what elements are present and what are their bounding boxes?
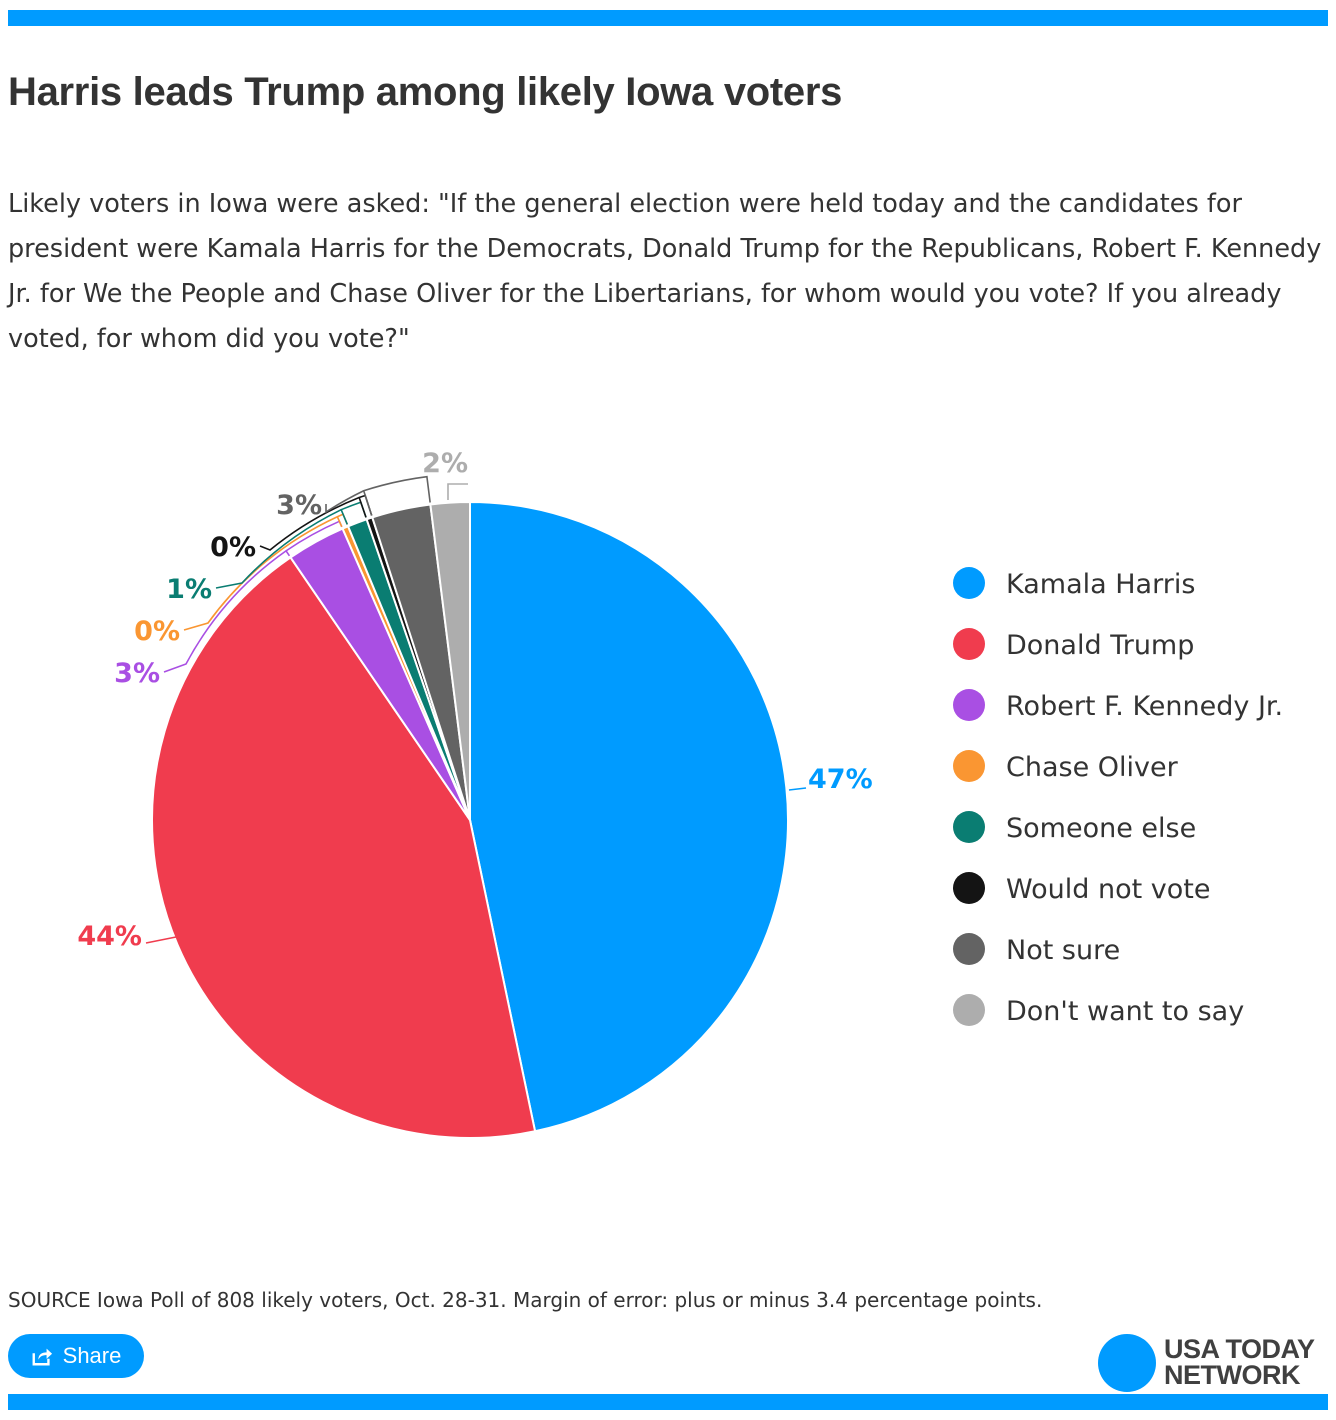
legend-label: Not sure [1006,935,1121,966]
legend-label: Would not vote [1006,874,1211,905]
chart-title: Harris leads Trump among likely Iowa vot… [8,70,843,114]
pie-slice-don-t-want-to-say[interactable] [429,500,471,821]
legend-label: Don't want to say [1006,996,1245,1027]
source-note: SOURCE Iowa Poll of 808 likely voters, O… [8,1288,1043,1312]
leader-line-kamala-harris [788,787,807,791]
legend-item-kennedy[interactable]: Robert F. Kennedy Jr. [950,686,1320,728]
legend-dot [953,933,985,965]
data-label-donald-trump: 44% [77,921,142,952]
legend-item-harris[interactable]: Kamala Harris [950,564,1320,606]
legend-dot [953,689,985,721]
legend-label: Robert F. Kennedy Jr. [1006,691,1284,722]
chart-subtitle: Likely voters in Iowa were asked: "If th… [8,189,1322,354]
data-label-not-sure: 3% [276,490,322,521]
data-label-don-t-want-to-say: 2% [422,448,468,479]
leader-line-not-sure [325,475,431,516]
legend-item-someone-else[interactable]: Someone else [950,808,1320,850]
legend-label: Chase Oliver [1006,752,1178,783]
data-label-chase-oliver: 0% [134,616,180,647]
legend-dot [953,750,985,782]
pie-leader-lines [145,475,807,944]
legend-dot [953,872,985,904]
pie-slice-kamala-harris[interactable] [469,500,789,1133]
legend-dot [953,628,985,660]
data-label-kamala-harris: 47% [808,764,873,795]
data-label-someone-else: 1% [166,574,212,605]
legend-item-dont-want-to-say[interactable]: Don't want to say [950,991,1320,1033]
pie-slice-donald-trump[interactable] [151,556,537,1139]
chart-legend: Kamala Harris Donald Trump Robert F. Ken… [950,564,1320,1052]
share-icon [32,1348,52,1366]
data-label-would-not-vote: 0% [210,532,256,563]
usa-today-network-logo: USA TODAY NETWORK [1098,1334,1330,1394]
pie-slices [151,500,789,1139]
logo-circle-icon [1098,1334,1156,1392]
legend-label: Kamala Harris [1006,569,1196,600]
leader-line-donald-trump [145,936,177,944]
logo-text: USA TODAY NETWORK [1164,1334,1315,1390]
leader-line-don-t-want-to-say [447,483,468,500]
pie-data-labels: 47% 44% 3% 0% 1% 0% 3% 2% [77,448,872,952]
share-label: Share [62,1343,122,1368]
bottom-accent-bar [8,1394,1328,1410]
legend-item-not-sure[interactable]: Not sure [950,930,1320,972]
share-button[interactable]: Share [8,1334,144,1378]
legend-dot [953,567,985,599]
data-label-robert-f-kennedy-jr: 3% [114,658,160,689]
top-accent-bar [8,10,1328,26]
legend-dot [953,994,985,1026]
legend-label: Someone else [1006,813,1197,844]
logo-line-2: NETWORK [1164,1360,1300,1390]
pie-chart: 47% 44% 3% 0% 1% 0% 3% 2% [77,448,873,1139]
legend-label: Donald Trump [1006,630,1195,661]
legend-item-would-not-vote[interactable]: Would not vote [950,869,1320,911]
legend-dot [953,811,985,843]
legend-item-oliver[interactable]: Chase Oliver [950,747,1320,789]
logo-line-1: USA TODAY [1164,1334,1315,1364]
legend-item-trump[interactable]: Donald Trump [950,625,1320,667]
